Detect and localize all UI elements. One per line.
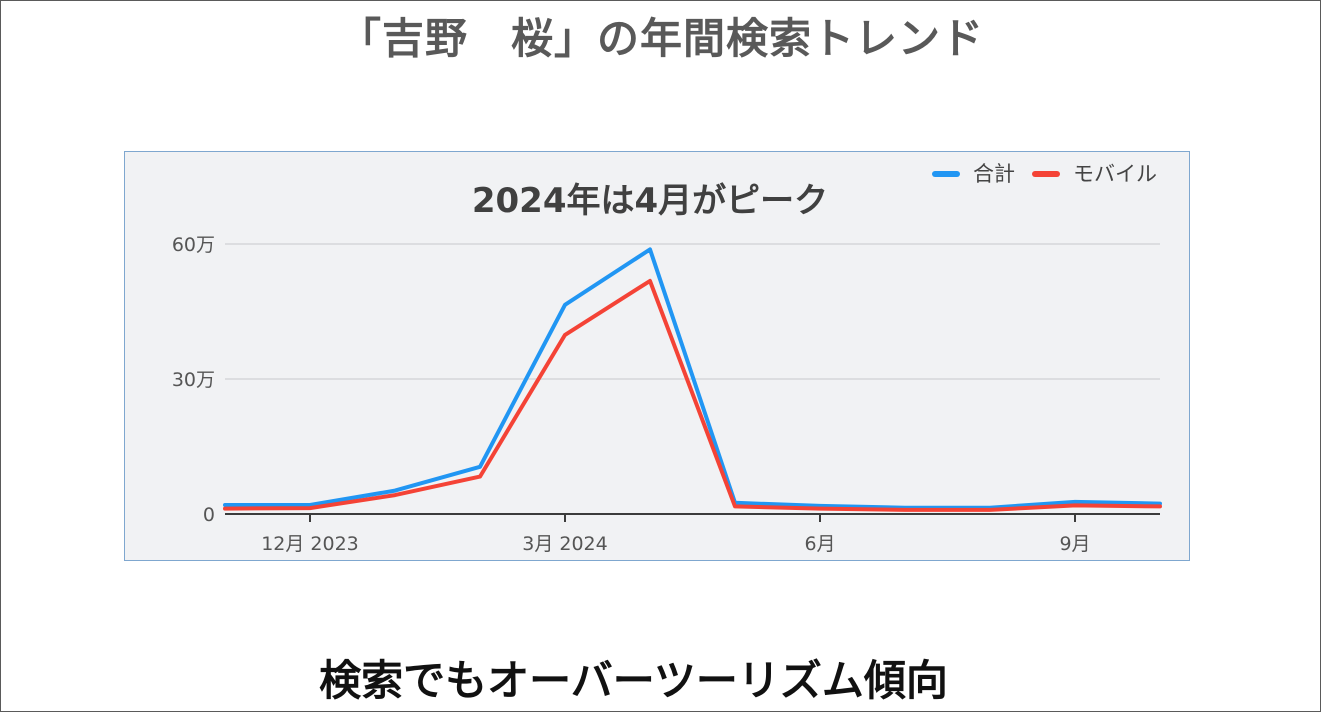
- chart-svg: 0 30万 60万 12月 2023 3月 2024 6月 9月 2024年は4月がピーク 合計…: [172, 162, 1162, 555]
- legend-label: 合計: [973, 162, 1015, 186]
- chart-title: 2024年は4月がピーク: [472, 181, 828, 221]
- y-tick-label: 0: [203, 504, 215, 526]
- y-tick-label: 30万: [172, 369, 215, 391]
- x-tick-label: 6月: [804, 533, 835, 555]
- page-title: 「吉野 桜」の年間検索トレンド: [338, 14, 984, 63]
- trend-chart: 0 30万 60万 12月 2023 3月 2024 6月 9月 2024年は4月がピーク 合計…: [124, 151, 1190, 561]
- caption: 検索でもオーバーツーリズム傾向: [319, 656, 948, 705]
- series-line-0: [223, 247, 1162, 510]
- x-tick-label: 9月: [1059, 533, 1090, 555]
- series-line-1: [223, 278, 1162, 512]
- x-tick-label: 12月 2023: [261, 533, 359, 555]
- y-tick-label: 60万: [172, 234, 215, 256]
- x-tick-label: 3月 2024: [522, 533, 607, 555]
- legend-label: モバイル: [1073, 162, 1157, 186]
